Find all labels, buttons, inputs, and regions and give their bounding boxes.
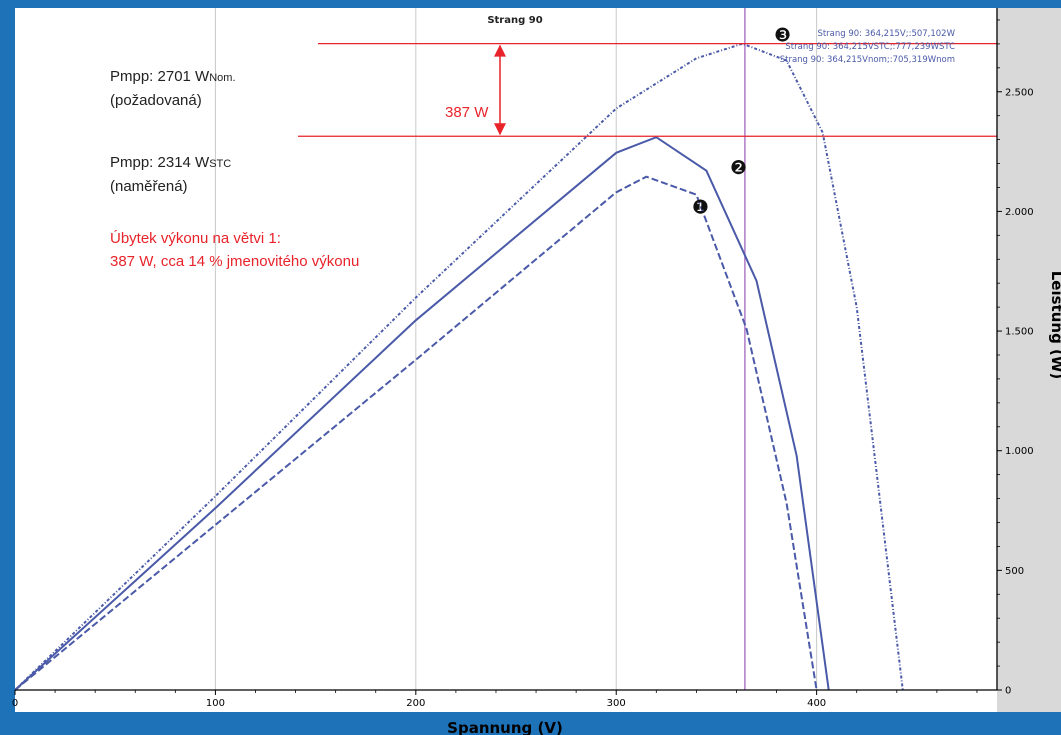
loss-line-2: 387 W, cca 14 % jmenovitého výkonu <box>110 253 359 270</box>
legend-entry-2: Strang 90: 364,215VSTC;:777,239WSTC <box>785 42 955 52</box>
x-axis-label: Spannung (V) <box>447 719 563 735</box>
plot-area <box>15 8 997 712</box>
axis-panel <box>997 8 1061 712</box>
series-curve-2 <box>14 136 830 691</box>
difference-arrow-head-bottom <box>493 123 506 136</box>
axes: 0 100 200 300 400 0 500 1.000 1.500 2.000 2.500 <box>12 8 1034 709</box>
x-tick-label-2: 200 <box>406 698 425 709</box>
difference-arrow-head-top <box>493 44 506 57</box>
legend-entry-3: Strang 90: 364,215Vnom;:705,319Wnom <box>780 55 955 65</box>
y-tick-label-1: 500 <box>1005 566 1024 577</box>
y-tick-label-0: 0 <box>1005 686 1011 697</box>
stc-note: (naměřená) <box>110 178 188 195</box>
nominal-note: (požadovaná) <box>110 92 202 109</box>
curve-marker-1: ❶ <box>692 197 709 219</box>
curve-marker-3: ❸ <box>774 24 791 46</box>
nominal-label-sub: Nom. <box>209 72 235 84</box>
y-tick-label-2: 1.000 <box>1005 446 1034 457</box>
chart-title: Strang 90 <box>487 15 542 26</box>
nominal-label: Pmpp: 2701 WNom. <box>110 68 236 85</box>
stc-label: Pmpp: 2314 WSTC <box>110 154 231 171</box>
x-tick-label-1: 100 <box>206 698 225 709</box>
series-curve-1 <box>14 175 818 691</box>
loss-line-1: Úbytek výkonu na větvi 1: <box>110 230 281 247</box>
stc-label-main: Pmpp: 2314 W <box>110 154 210 171</box>
stc-label-sub: STC <box>209 158 231 170</box>
x-tick-label-0: 0 <box>12 698 18 709</box>
y-axis-label: Leistung (W) <box>1048 271 1061 380</box>
difference-label: 387 W <box>445 104 489 121</box>
x-tick-label-4: 400 <box>807 698 826 709</box>
x-tick-label-3: 300 <box>607 698 626 709</box>
curves: ❶❷ ❸ <box>14 24 904 691</box>
y-tick-label-4: 2.000 <box>1005 207 1034 218</box>
y-tick-label-3: 1.500 <box>1005 327 1034 338</box>
legend-entry-1: Strang 90: 364,215V;:507,102W <box>817 29 955 39</box>
grid-lines <box>214 8 818 690</box>
annotations <box>298 43 997 137</box>
curve-marker-2: ❷ <box>730 157 747 179</box>
nominal-label-main: Pmpp: 2701 W <box>110 68 210 85</box>
y-tick-label-5: 2.500 <box>1005 87 1034 98</box>
